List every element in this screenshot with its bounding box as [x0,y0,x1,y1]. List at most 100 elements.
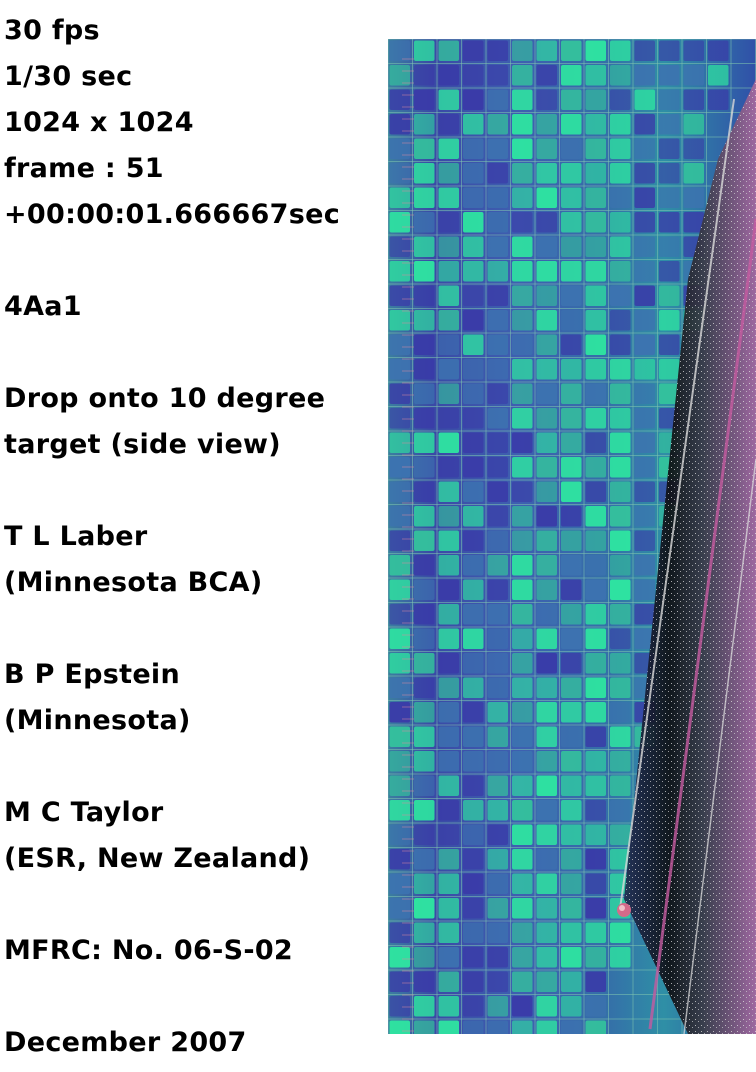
grid-cell [487,653,508,674]
grid-cell [463,996,484,1017]
grid-cell [438,898,459,919]
grid-cell [536,751,557,772]
grid-cell [438,506,459,527]
grid-cell [512,873,533,894]
grid-cell [512,555,533,576]
grid-cell [512,65,533,86]
grid-cell [414,1020,435,1034]
grid-cell [487,481,508,502]
grid-cell [659,138,680,159]
grid-cell [389,628,410,649]
grid-cell [463,530,484,551]
grid-cell [414,432,435,453]
grid-cell [512,947,533,968]
grid-cell [414,628,435,649]
fps-label: 30 fps [4,15,100,46]
grid-cell [512,800,533,821]
grid-cell [512,285,533,306]
grid-cell [659,261,680,282]
grid-cell [536,628,557,649]
grid-cell [438,481,459,502]
grid-cell [585,628,606,649]
grid-cell [561,653,582,674]
grid-cell [463,383,484,404]
grid-cell [438,947,459,968]
grid-cell [659,383,680,404]
grid-cell [389,873,410,894]
grid-cell [463,261,484,282]
grid-cell [463,800,484,821]
grid-cell [536,285,557,306]
grid-cell [487,506,508,527]
frame-label: frame : 51 [4,153,164,184]
grid-cell [414,922,435,943]
grid-cell [561,40,582,61]
grid-cell [487,726,508,747]
grid-cell [487,457,508,478]
grid-cell [585,334,606,355]
grid-cell [487,114,508,135]
grid-cell [487,310,508,331]
grid-cell [463,922,484,943]
grid-cell [634,310,655,331]
grid-cell [610,65,631,86]
grid-cell [708,89,729,110]
grid-cell [610,726,631,747]
grid-cell [414,408,435,429]
grid-cell [389,1020,410,1034]
grid-cell [536,261,557,282]
high-speed-video-frame [388,39,756,1034]
grid-cell [536,310,557,331]
grid-cell [438,751,459,772]
grid-cell [536,236,557,257]
grid-cell [487,751,508,772]
grid-cell [463,285,484,306]
grid-cell [634,555,655,576]
grid-cell [414,89,435,110]
grid-cell [512,579,533,600]
grid-cell [536,1020,557,1034]
grid-cell [463,628,484,649]
grid-cell [512,922,533,943]
grid-cell [585,65,606,86]
grid-cell [414,726,435,747]
grid-cell [414,481,435,502]
grid-cell [512,702,533,723]
grid-cell [585,432,606,453]
grid-cell [463,726,484,747]
grid-cell [536,775,557,796]
grid-cell [414,947,435,968]
grid-cell [512,677,533,698]
grid-cell [610,89,631,110]
grid-cell [463,947,484,968]
grid-cell [536,481,557,502]
grid-cell [536,898,557,919]
grid-cell [610,408,631,429]
grid-cell [585,751,606,772]
grid-cell [438,334,459,355]
grid-cell [561,555,582,576]
grid-cell [659,65,680,86]
grid-cell [585,114,606,135]
grid-cell [487,775,508,796]
grid-cell [389,751,410,772]
grid-cell [414,506,435,527]
grid-cell [389,996,410,1017]
grid-cell [561,285,582,306]
grid-cell [683,40,704,61]
grid-cell [536,922,557,943]
grid-cell [536,40,557,61]
grid-cell [659,89,680,110]
grid-cell [487,187,508,208]
grid-cell [536,432,557,453]
grid-cell [610,383,631,404]
grid-cell [634,481,655,502]
grid-cell [463,849,484,870]
grid-cell [414,996,435,1017]
grid-cell [561,481,582,502]
grid-cell [610,628,631,649]
drop-impact-highlight [619,905,625,911]
grid-cell [561,873,582,894]
grid-cell [536,334,557,355]
grid-cell [659,163,680,184]
